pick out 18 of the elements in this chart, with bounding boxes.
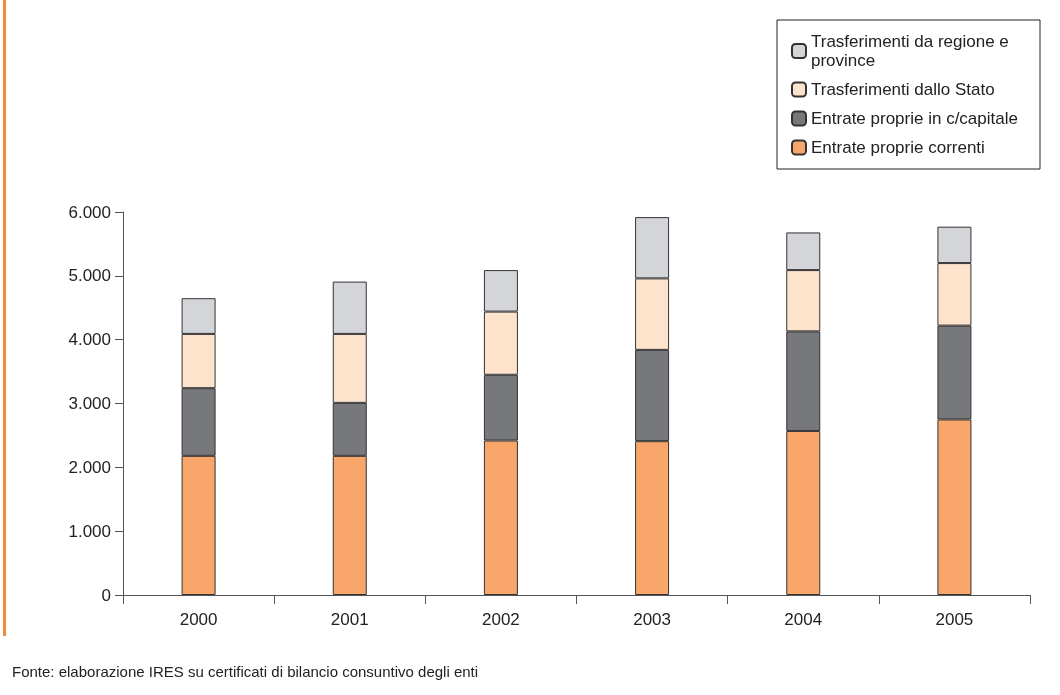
legend-label: Entrate proprie correnti	[811, 138, 985, 157]
y-tick-label: 2.000	[68, 457, 111, 477]
legend-label: Trasferimenti da regione e province	[811, 32, 1014, 70]
x-tick-label: 2002	[482, 610, 520, 629]
y-tick-label: 3.000	[68, 394, 111, 413]
source-note: Fonte: elaborazione IRES su certificati di bilancio consuntivo degli enti	[12, 663, 479, 680]
legend-label: Trasferimenti dallo Stato	[811, 80, 995, 99]
x-tick-label: 2000	[179, 610, 218, 629]
legend-label: Entrate proprie in c/capitale	[811, 109, 1018, 128]
y-tick-label: 1.000	[68, 521, 111, 541]
x-tick-label: 2005	[935, 610, 974, 629]
x-tick-label: 2004	[784, 610, 823, 629]
y-tick-label: 6.000	[68, 202, 111, 222]
x-tick-label: 2003	[633, 610, 671, 629]
y-tick-label: 4.000	[68, 330, 111, 350]
x-tick-label: 2001	[330, 610, 369, 629]
y-tick-label: 0	[101, 585, 111, 605]
y-tick-label: 5.000	[68, 266, 111, 286]
